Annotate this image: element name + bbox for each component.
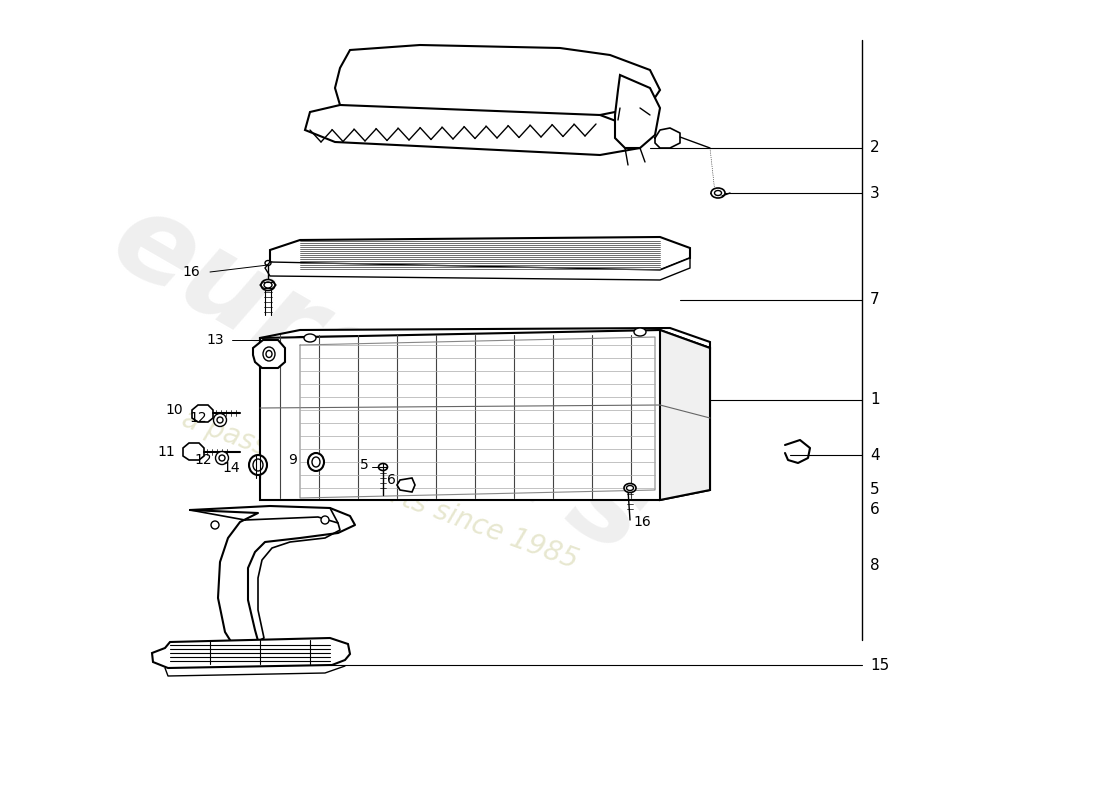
Polygon shape	[183, 443, 204, 460]
Text: 9: 9	[288, 453, 297, 467]
Polygon shape	[615, 75, 660, 148]
Text: 15: 15	[870, 658, 889, 673]
Polygon shape	[265, 258, 690, 280]
Polygon shape	[192, 405, 213, 422]
Text: 12: 12	[195, 453, 212, 467]
Text: 4: 4	[870, 447, 880, 462]
Ellipse shape	[261, 279, 275, 290]
Text: euroCars: euroCars	[92, 181, 668, 579]
Ellipse shape	[624, 483, 636, 493]
Polygon shape	[305, 105, 640, 155]
Ellipse shape	[249, 455, 267, 475]
Ellipse shape	[304, 334, 316, 342]
Text: 7: 7	[870, 293, 880, 307]
Ellipse shape	[216, 451, 229, 465]
Ellipse shape	[378, 463, 387, 470]
Text: 12: 12	[189, 411, 207, 425]
Polygon shape	[336, 45, 660, 118]
Ellipse shape	[263, 347, 275, 361]
Ellipse shape	[634, 328, 646, 336]
Text: 13: 13	[207, 333, 224, 347]
Text: 16: 16	[183, 265, 200, 279]
Text: 3: 3	[870, 186, 880, 201]
Text: 5: 5	[870, 482, 880, 498]
Polygon shape	[260, 330, 710, 500]
Text: 6: 6	[870, 502, 880, 518]
Text: a passion for parts since 1985: a passion for parts since 1985	[178, 405, 582, 575]
Ellipse shape	[211, 521, 219, 529]
Polygon shape	[660, 330, 710, 500]
Text: 11: 11	[157, 445, 175, 459]
Ellipse shape	[308, 453, 324, 471]
Polygon shape	[253, 340, 285, 368]
Text: 5: 5	[361, 458, 368, 472]
Text: 1: 1	[870, 393, 880, 407]
Text: 8: 8	[870, 558, 880, 573]
Text: 14: 14	[222, 461, 240, 475]
Ellipse shape	[711, 188, 725, 198]
Ellipse shape	[321, 516, 329, 524]
Ellipse shape	[213, 414, 227, 426]
Polygon shape	[270, 237, 690, 272]
Polygon shape	[260, 328, 710, 348]
Text: 2: 2	[870, 141, 880, 155]
Polygon shape	[152, 638, 350, 668]
Text: 10: 10	[165, 403, 183, 417]
Text: 6: 6	[387, 473, 396, 487]
Polygon shape	[397, 478, 415, 492]
Text: 16: 16	[632, 515, 651, 529]
